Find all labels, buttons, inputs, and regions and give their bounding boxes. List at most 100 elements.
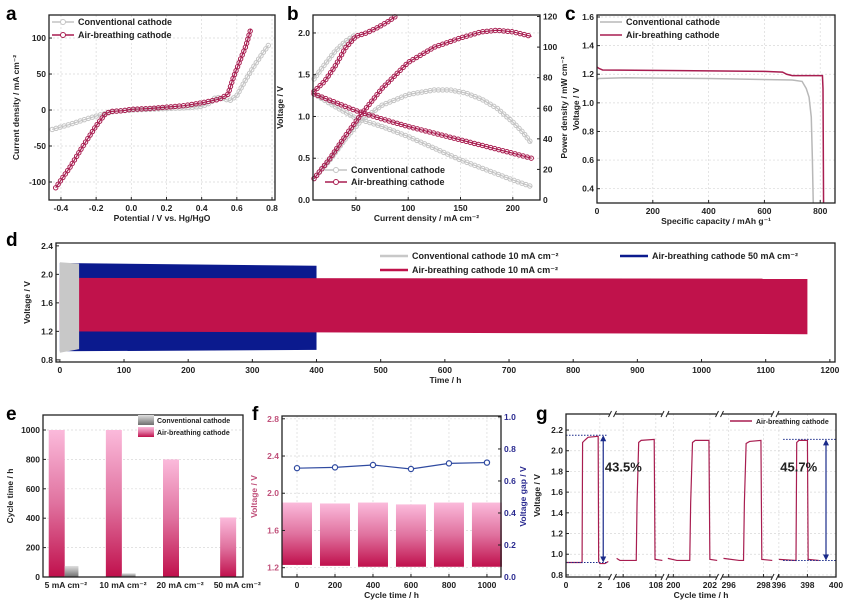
x-tick-label: 400 (366, 580, 380, 590)
data-point (319, 166, 325, 172)
x-axis-title: Specific capacity / mAh g⁻¹ (661, 216, 771, 226)
y-axis-title: Cycle time / h (5, 469, 15, 524)
legend-marker (333, 167, 339, 173)
y-tick-label: 1.6 (582, 12, 594, 22)
y-tick-label: 2.0 (41, 269, 53, 279)
data-point (311, 76, 317, 82)
axis-break-icon (608, 410, 617, 418)
data-point (394, 70, 400, 77)
series-line-1 (55, 28, 252, 189)
panel-d: d 0 100 200 300 400 500 600 700 800 900 1000 1100 120… (6, 230, 840, 385)
data-point (326, 56, 332, 62)
y-tick-label: 0.8 (551, 570, 563, 580)
y-tick-label: 2.0 (298, 28, 310, 38)
legend-entry: Air-breathing cathode 10 mA cm⁻² (380, 265, 558, 275)
data-point (231, 95, 237, 101)
y2-tick-label: 120 (543, 12, 557, 22)
band-0 (59, 262, 80, 353)
axis-break-icon (660, 573, 670, 581)
category-label: 10 mA cm⁻² (99, 580, 146, 590)
series-line-1 (596, 66, 825, 204)
data-point (385, 18, 391, 25)
y-tick-label: 1.2 (267, 563, 279, 573)
y-tick-label: 0 (41, 105, 46, 115)
bar-air-breathing (163, 459, 179, 577)
data-point (372, 107, 379, 113)
x-tick-label: 0 (295, 580, 300, 590)
y-tick-label: -100 (29, 177, 46, 187)
series-line-0 (616, 438, 663, 562)
voltage-bar (395, 504, 426, 567)
x-tick-label: 1200 (820, 365, 839, 375)
axis-break (716, 412, 723, 416)
data-point (528, 155, 534, 161)
data-point (527, 183, 533, 189)
data-point (260, 49, 267, 55)
legend-label: Air-breathing cathode 50 mA cm⁻² (652, 251, 798, 261)
y-tick-label: 2.8 (267, 414, 279, 424)
data-point (382, 82, 388, 88)
x-tick-label: 2 (597, 580, 602, 590)
data-point (337, 43, 344, 49)
y-tick-label: 400 (26, 513, 40, 523)
data-point (407, 465, 415, 473)
x-tick-label: 1100 (756, 365, 775, 375)
plot-area (566, 434, 836, 565)
y-tick-label: 0.8 (582, 126, 594, 136)
bar-conventional (64, 565, 79, 577)
legend-label: Air-breathing cathode (78, 30, 172, 40)
axis-break (662, 412, 668, 416)
y-tick-label: 1.6 (267, 525, 279, 535)
series-line-0 (778, 439, 819, 562)
x-tick-label: 500 (374, 365, 388, 375)
category-label: 5 mA cm⁻² (45, 580, 88, 590)
plot-area (596, 66, 825, 204)
y-tick-label: -50 (34, 141, 47, 151)
series-line-3 (313, 15, 396, 92)
x-tick-label: 400 (309, 365, 323, 375)
y-tick-label: 0 (35, 572, 40, 582)
x-tick-label: 398 (800, 580, 814, 590)
data-point (376, 104, 382, 111)
panel-label: b (287, 4, 299, 25)
data-point (521, 131, 528, 138)
x-tick-label: 200 (506, 203, 520, 213)
y-tick-label: 1.4 (551, 508, 563, 518)
axis-break-icon (715, 573, 724, 581)
x-tick-label: 0 (564, 580, 569, 590)
y-tick-label: 1.4 (582, 41, 594, 51)
annotation-label: 43.5% (605, 459, 642, 474)
data-point (445, 460, 453, 467)
x-tick-label: 700 (502, 365, 516, 375)
x-tick-label: 800 (566, 365, 580, 375)
legend-entry: Air-breathing cathode (52, 30, 172, 40)
x-tick-label: 0.4 (196, 203, 208, 213)
panel-label: f (252, 404, 259, 425)
axis-break (716, 575, 723, 579)
x-tick-label: 300 (245, 365, 259, 375)
axis-break-icon (770, 410, 780, 418)
data-point (321, 162, 328, 169)
y-tick-label: 50 (37, 69, 47, 79)
data-point (227, 97, 234, 103)
panel-f: f 0 200 400 600 800 1000 1.2 1.6 2.0 2.4 2.8 0.0 0.2 0… (249, 404, 528, 600)
x-axis-title: Current density / mA cm⁻² (374, 213, 479, 223)
data-point (524, 135, 530, 141)
data-point (388, 16, 395, 22)
y2-tick-label: 0 (543, 195, 548, 205)
data-point (329, 52, 335, 59)
data-point (391, 73, 397, 79)
legend-label: Conventional cathode (351, 165, 445, 175)
y-tick-label: 100 (32, 33, 46, 43)
data-point (341, 135, 347, 141)
axis-break (609, 575, 616, 579)
data-point (494, 105, 501, 112)
data-point (323, 76, 329, 83)
y-tick-label: 800 (26, 454, 40, 464)
data-point (60, 174, 66, 181)
data-point (313, 172, 320, 178)
legend-entry: Air-breathing cathode (138, 427, 230, 437)
data-point (99, 115, 105, 121)
legend-label: Conventional cathode (78, 17, 172, 27)
